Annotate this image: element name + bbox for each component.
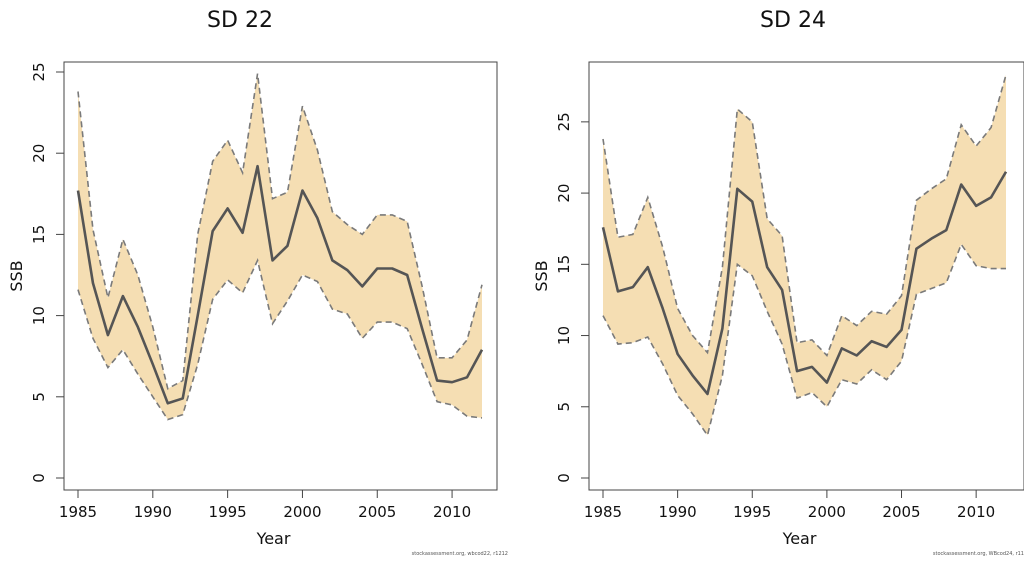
x-tick-label: 1990	[659, 503, 697, 521]
y-axis-label: SSB	[532, 260, 551, 291]
y-tick-label: 0	[30, 473, 48, 483]
y-tick-label: 25	[555, 112, 573, 131]
x-tick-label: 2010	[433, 503, 471, 521]
x-tick-label: 1995	[733, 503, 771, 521]
x-tick-label: 1995	[209, 503, 247, 521]
chart-title-sd22: SD 22	[207, 8, 273, 33]
confidence-band	[78, 73, 482, 420]
ssb-estimate-line	[76, 164, 484, 405]
chart-sd24: 1985 1990 1995 2000 2005 2010 0 5 10 15 20 25 Year SS…	[532, 61, 1024, 557]
plot-frame	[588, 61, 1024, 491]
y-tick-label: 15	[555, 255, 573, 274]
x-tick-label: 2000	[808, 503, 846, 521]
ssb-estimate-line	[601, 171, 1008, 396]
y-axis-label: SSB	[7, 260, 26, 291]
chart-title-sd24: SD 24	[760, 8, 826, 33]
y-tick-label: 20	[30, 144, 48, 163]
lower-bound-line	[77, 257, 483, 421]
x-tick-label: 2000	[283, 503, 321, 521]
confidence-band	[603, 74, 1006, 436]
plot-frame	[63, 61, 498, 491]
x-tick-label: 1990	[134, 503, 172, 521]
y-tick-label: 5	[30, 392, 48, 402]
chart-sd22: 1985 1990 1995 2000 2005 2010 0 5 10 15 20 25 Year SS…	[7, 61, 508, 557]
y-tick-label: 10	[30, 306, 48, 325]
upper-bound-line	[77, 73, 483, 390]
upper-bound-line	[602, 74, 1007, 357]
lower-bound-line	[602, 242, 1006, 438]
y-tick-label: 20	[555, 184, 573, 203]
y-tick-label: 0	[555, 473, 573, 483]
x-axis-label: Year	[782, 529, 817, 548]
x-tick-label: 1985	[584, 503, 622, 521]
x-tick-label: 2010	[957, 503, 995, 521]
y-tick-label: 10	[555, 326, 573, 345]
x-axis-label: Year	[256, 529, 291, 548]
x-tick-label: 2005	[882, 503, 920, 521]
source-credit: stockassessment.org, wbcod22, r1212	[412, 551, 508, 557]
source-credit: stockassessment.org, WBcod24, r11	[933, 551, 1024, 557]
y-tick-label: 15	[30, 225, 48, 244]
y-tick-label: 5	[555, 402, 573, 412]
y-tick-label: 25	[30, 62, 48, 81]
x-tick-label: 2005	[358, 503, 396, 521]
x-tick-label: 1985	[59, 503, 97, 521]
